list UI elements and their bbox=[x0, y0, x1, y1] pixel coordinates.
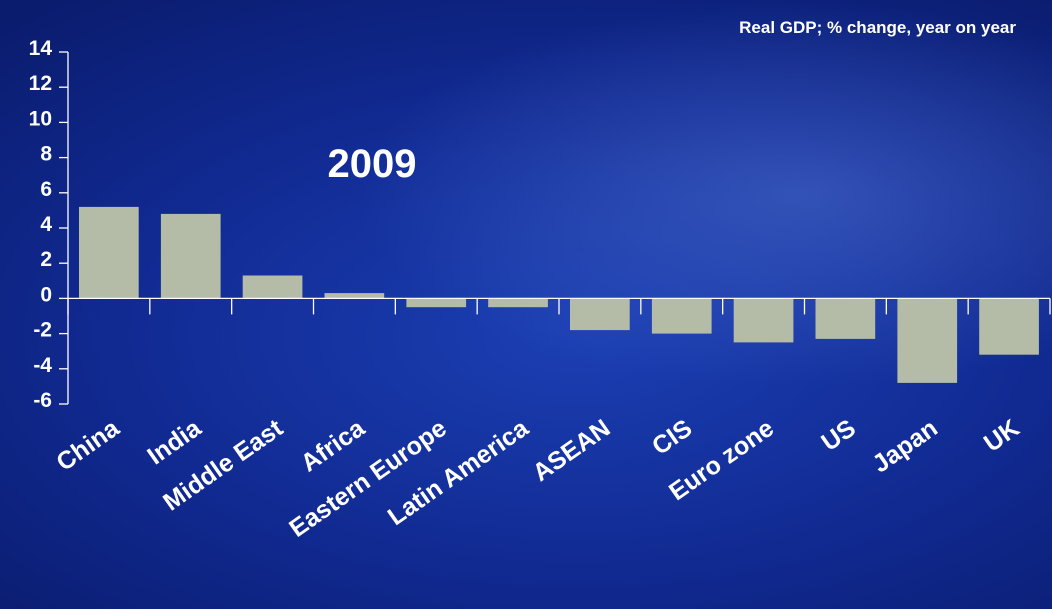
chart-title: 2009 bbox=[328, 142, 417, 186]
bar-china bbox=[79, 206, 139, 299]
x-tick-label: Latin America bbox=[383, 413, 535, 531]
y-ticks: 14 12 10 8 6 4 2 0 -2 -4 -6 bbox=[29, 37, 68, 412]
chart-subtitle: Real GDP; % change, year on year bbox=[739, 18, 1016, 37]
x-tick-label: China bbox=[51, 413, 125, 476]
x-tick-label: Japan bbox=[867, 414, 942, 478]
y-tick-label: 10 bbox=[29, 107, 52, 130]
bar-latin-america bbox=[488, 298, 548, 308]
y-tick-label: 8 bbox=[40, 143, 52, 166]
y-tick-label: 0 bbox=[40, 283, 52, 306]
y-tick-label: 12 bbox=[29, 72, 52, 95]
bar-uk bbox=[979, 298, 1039, 355]
bar-middle-east bbox=[242, 275, 303, 299]
bar-cis bbox=[651, 298, 712, 334]
bar-us bbox=[815, 298, 876, 339]
x-tick-label: CIS bbox=[647, 414, 697, 461]
bars-layer bbox=[79, 206, 1039, 383]
x-tick-label: ASEAN bbox=[528, 414, 616, 487]
bar-asean bbox=[570, 298, 630, 331]
bar-india bbox=[160, 213, 221, 299]
x-tick-label: UK bbox=[979, 414, 1025, 458]
bar-japan bbox=[897, 298, 958, 383]
y-tick-label: 6 bbox=[40, 178, 52, 201]
y-tick-label: 2 bbox=[40, 248, 52, 271]
bar-africa bbox=[324, 293, 385, 299]
y-tick-label: -4 bbox=[33, 354, 52, 377]
bar-euro-zone bbox=[733, 298, 794, 343]
x-ticks bbox=[67, 298, 1051, 315]
bar-eastern-europe bbox=[406, 298, 467, 308]
y-tick-label: -6 bbox=[33, 389, 52, 412]
x-tick-label: US bbox=[816, 414, 861, 457]
x-tick-label: India bbox=[142, 413, 207, 470]
y-tick-label: 4 bbox=[40, 213, 52, 236]
y-tick-label: 14 bbox=[29, 37, 53, 60]
y-tick-label: -2 bbox=[33, 319, 52, 342]
